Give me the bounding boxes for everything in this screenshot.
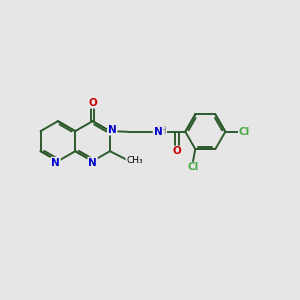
Text: CH₃: CH₃ xyxy=(126,156,143,165)
Text: O: O xyxy=(173,146,182,157)
Text: N: N xyxy=(51,158,60,168)
Text: H: H xyxy=(159,126,167,136)
Text: O: O xyxy=(88,98,97,108)
Text: Cl: Cl xyxy=(238,127,250,137)
Text: N: N xyxy=(154,127,162,137)
Text: H: H xyxy=(158,125,166,135)
Text: Cl: Cl xyxy=(187,162,199,172)
Text: N: N xyxy=(108,125,117,135)
Text: N: N xyxy=(88,158,97,168)
